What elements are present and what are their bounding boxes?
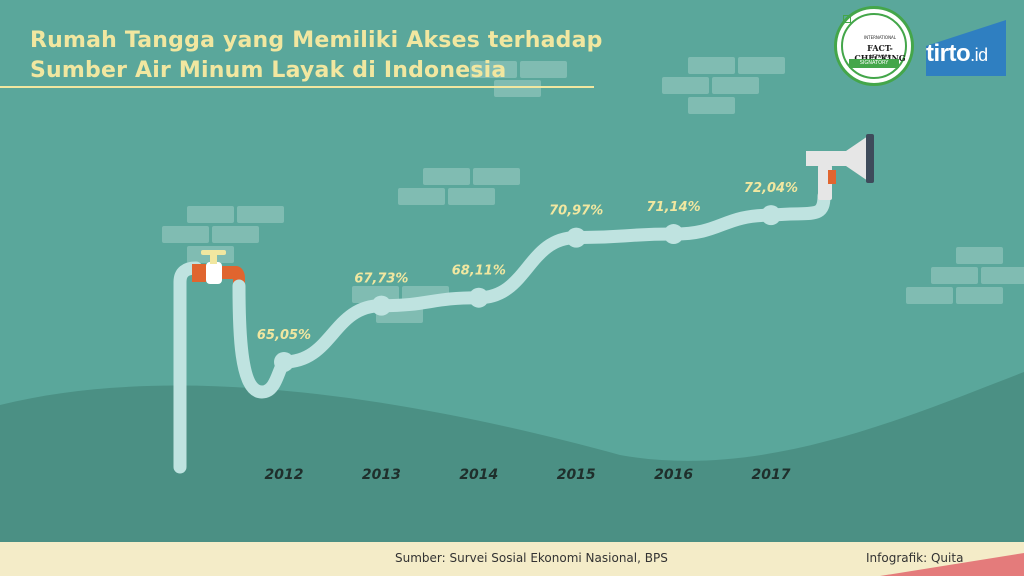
value-label-2012: 65,05% (257, 328, 311, 343)
data-markers (274, 205, 781, 372)
value-label-2015: 70,97% (549, 204, 603, 219)
title-underline (0, 86, 594, 88)
data-point-2013 (371, 295, 392, 316)
shower-head (806, 134, 874, 200)
data-point-2012 (274, 351, 294, 372)
hose-line (232, 189, 831, 399)
badge-sub-text: NETWORK (869, 54, 891, 59)
logo-backdrop (926, 20, 1006, 76)
data-point-2017 (761, 205, 781, 226)
brick-cluster-top-right (470, 57, 785, 114)
value-label-2013: 67,73% (354, 272, 408, 287)
value-label-2014: 68,11% (452, 264, 506, 279)
brand-logo: tirto.id (926, 40, 988, 68)
data-point-2014 (468, 287, 489, 308)
year-label-2012: 2012 (265, 467, 304, 483)
ground-hill (0, 372, 1024, 545)
badge-square-icon (843, 15, 851, 23)
value-label-2017: 72,04% (744, 181, 798, 196)
brick-cluster-mid (398, 168, 520, 205)
value-labels: 65,05% 67,73% 68,11% 70,97% 71,14% 72,04% (257, 181, 798, 343)
title-line-1: Rumah Tangga yang Memiliki Akses terhada… (30, 28, 603, 53)
source-text: Sumber: Survei Sosial Ekonomi Nasional, … (395, 551, 668, 565)
year-label-2014: 2014 (459, 467, 498, 483)
data-point-2016 (663, 224, 684, 245)
data-point-2015 (566, 227, 587, 248)
year-labels: 2012 2013 2014 2015 2016 2017 (265, 467, 791, 483)
credit-text: Infografik: Quita (866, 551, 964, 565)
logo-name: tirto (926, 40, 971, 67)
value-label-2016: 71,14% (647, 200, 701, 215)
page-title: Rumah Tangga yang Memiliki Akses terhada… (30, 26, 603, 86)
footer-bar: Sumber: Survei Sosial Ekonomi Nasional, … (0, 542, 1024, 576)
badge-top-text: INTERNATIONAL (863, 35, 897, 40)
badge-ribbon: SIGNATORY (849, 59, 899, 68)
badge-main-text: FACT-CHECKING (854, 43, 906, 63)
fact-checking-badge: INTERNATIONAL FACT-CHECKING NETWORK SIGN… (834, 6, 914, 86)
year-label-2013: 2013 (362, 467, 401, 483)
year-label-2015: 2015 (557, 467, 596, 483)
logo-suffix: .id (970, 45, 988, 65)
title-line-2: Sumber Air Minum Layak di Indonesia (30, 58, 507, 83)
footer-corner (880, 553, 1024, 576)
brick-cluster-right (906, 247, 1024, 304)
year-label-2017: 2017 (752, 467, 791, 483)
year-label-2016: 2016 (654, 467, 693, 483)
